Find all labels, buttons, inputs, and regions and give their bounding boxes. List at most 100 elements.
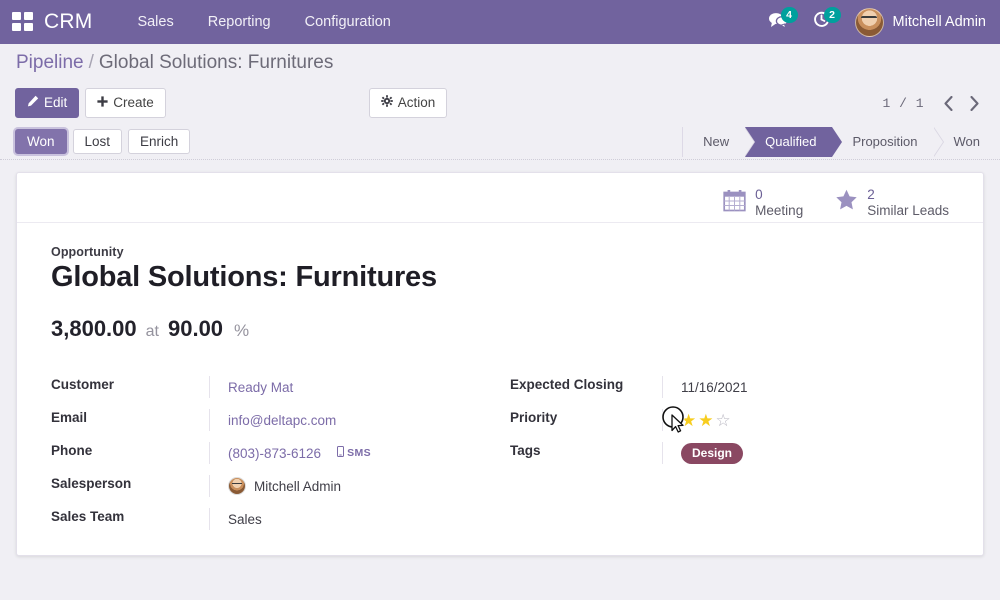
apps-grid-icon[interactable] [12, 12, 34, 32]
similar-leads-count: 2 [867, 187, 875, 203]
username-label: Mitchell Admin [892, 14, 986, 30]
field-columns: Customer Ready Mat Email info@deltapc.co… [51, 376, 949, 541]
record-type-label: Opportunity [51, 245, 124, 259]
activities-menu[interactable]: 2 [804, 0, 847, 44]
send-sms-label: SMS [347, 447, 372, 459]
field-priority: Priority ★ ★ ☆ [510, 409, 949, 442]
record-action-buttons: Edit Create [15, 87, 166, 119]
field-tags-value-cell: Design [662, 442, 949, 464]
percent-symbol: % [234, 321, 250, 340]
field-tags-label: Tags [510, 443, 541, 458]
salesperson-name[interactable]: Mitchell Admin [254, 478, 342, 494]
stage-won[interactable]: Won [933, 126, 1000, 157]
field-customer-value-cell: Ready Mat [209, 376, 500, 398]
field-phone: Phone (803)-873-6126 SMS [51, 442, 500, 475]
probability-value[interactable]: 90.00 [167, 316, 224, 341]
field-expected-closing-value-cell: 11/16/2021 [662, 376, 949, 398]
gear-icon [380, 94, 393, 112]
form-body: Opportunity Global Solutions: Furnitures… [17, 223, 983, 555]
field-phone-label: Phone [51, 443, 93, 458]
menu-item-configuration[interactable]: Configuration [304, 14, 391, 30]
right-field-column: Expected Closing 11/16/2021 Priority ★ ★… [500, 376, 949, 541]
navbar-systray: 4 2 Mitchell Admin [760, 0, 986, 44]
control-panel: Edit Create [0, 82, 1000, 124]
mark-lost-button[interactable]: Lost [72, 129, 123, 154]
field-expected-closing: Expected Closing 11/16/2021 [510, 376, 949, 409]
field-expected-closing-label: Expected Closing [510, 377, 624, 392]
chevron-right-icon [969, 95, 979, 111]
field-priority-label: Priority [510, 410, 558, 425]
create-button-label: Create [113, 94, 154, 110]
field-email-label: Email [51, 410, 88, 425]
mobile-phone-icon [337, 446, 345, 460]
left-field-column: Customer Ready Mat Email info@deltapc.co… [51, 376, 500, 541]
field-salesperson-label: Salesperson [51, 476, 132, 491]
stage-proposition[interactable]: Proposition [832, 126, 944, 157]
priority-stars[interactable]: ★ ★ ☆ [681, 412, 731, 429]
statusbar-row: Won Lost Enrich New Qualified Propositio… [0, 124, 1000, 160]
activities-badge: 2 [823, 7, 841, 23]
field-salesperson: Salesperson Mitchell Admin [51, 475, 500, 508]
stage-new[interactable]: New [683, 126, 756, 157]
pager: 1 / 1 [882, 90, 986, 116]
similar-leads-stat-button[interactable]: 2 Similar Leads [819, 185, 965, 219]
mark-won-button[interactable]: Won [15, 129, 67, 154]
statusbar-buttons: Won Lost Enrich [15, 129, 191, 154]
phone-link[interactable]: (803)-873-6126 [228, 445, 322, 461]
expected-revenue-value[interactable]: 3,800.00 [51, 316, 137, 341]
calendar-icon [723, 189, 746, 217]
activity-clock-icon [812, 10, 831, 34]
messages-menu[interactable]: 4 [760, 0, 804, 44]
edit-button[interactable]: Edit [15, 87, 80, 119]
page-title[interactable]: Global Solutions: Furnitures [51, 261, 437, 293]
meeting-count: 0 [755, 187, 763, 203]
field-sales-team: Sales Team Sales [51, 508, 500, 541]
pager-next-button[interactable] [962, 90, 986, 116]
breadcrumb-parent-pipeline[interactable]: Pipeline [16, 52, 84, 73]
pipeline-stages: New Qualified Proposition Won [682, 126, 1000, 157]
app-brand-crm[interactable]: CRM [44, 10, 93, 33]
send-sms-button[interactable]: SMS [337, 446, 371, 460]
main-menu: Sales Reporting Configuration [120, 8, 407, 36]
pager-previous-button[interactable] [936, 90, 960, 116]
avatar [854, 7, 884, 37]
edit-button-label: Edit [44, 94, 68, 110]
stage-qualified[interactable]: Qualified [745, 126, 843, 157]
star-icon [835, 189, 858, 216]
priority-star-3-empty[interactable]: ☆ [715, 410, 731, 430]
field-sales-team-label: Sales Team [51, 509, 125, 524]
messages-badge: 4 [780, 7, 798, 23]
field-email: Email info@deltapc.com [51, 409, 500, 442]
priority-star-1-filled[interactable]: ★ [681, 410, 697, 430]
create-button[interactable]: Create [85, 87, 166, 119]
pager-value: 1 / 1 [882, 95, 924, 111]
field-customer: Customer Ready Mat [51, 376, 500, 409]
field-email-value-cell: info@deltapc.com [209, 409, 500, 431]
enrich-button[interactable]: Enrich [128, 129, 191, 154]
sales-team-value[interactable]: Sales [228, 511, 262, 527]
user-menu[interactable]: Mitchell Admin [847, 7, 986, 37]
plus-icon [97, 94, 108, 112]
menu-item-sales[interactable]: Sales [137, 14, 174, 30]
action-button-label: Action [397, 94, 436, 110]
form-sheet: 0 Meeting 2 Similar Leads Opportunity Gl… [16, 172, 984, 556]
action-menu-wrap: Action [368, 87, 448, 119]
field-salesperson-value-cell: Mitchell Admin [209, 475, 500, 497]
expected-closing-value[interactable]: 11/16/2021 [681, 379, 748, 395]
field-priority-value-cell: ★ ★ ☆ [662, 409, 949, 431]
pencil-icon [27, 94, 39, 112]
customer-link[interactable]: Ready Mat [228, 379, 294, 395]
tag-design[interactable]: Design [681, 442, 744, 464]
form-sheet-wrapper: 0 Meeting 2 Similar Leads Opportunity Gl… [0, 160, 1000, 556]
chevron-left-icon [943, 95, 953, 111]
menu-item-reporting[interactable]: Reporting [207, 14, 271, 30]
salesperson-avatar [228, 477, 246, 495]
top-navbar: CRM Sales Reporting Configuration 4 [0, 0, 1000, 44]
action-button[interactable]: Action [368, 87, 448, 119]
email-link[interactable]: info@deltapc.com [228, 412, 337, 428]
meeting-label: Meeting [755, 202, 804, 218]
field-tags: Tags Design [510, 442, 949, 475]
priority-star-2-filled[interactable]: ★ [698, 410, 714, 430]
field-sales-team-value-cell: Sales [209, 508, 500, 530]
meeting-stat-button[interactable]: 0 Meeting [707, 185, 819, 219]
